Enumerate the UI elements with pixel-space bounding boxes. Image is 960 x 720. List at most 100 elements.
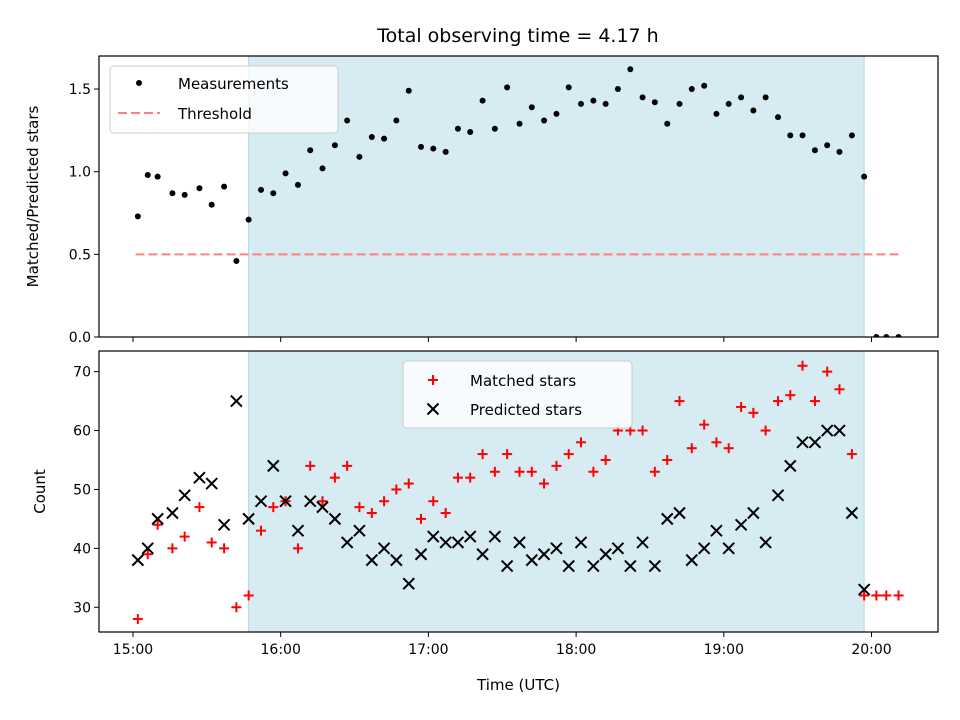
measurement-point <box>319 165 326 172</box>
matched-star-point <box>317 496 328 507</box>
y-tick-label: 0.5 <box>69 247 91 263</box>
cross-b <box>833 424 846 437</box>
cross-b <box>131 553 145 567</box>
cross-b <box>193 471 206 484</box>
matched-star-point <box>391 484 402 495</box>
predicted-star-point <box>845 506 859 520</box>
predicted-star-point <box>439 536 452 549</box>
measurement-point <box>221 183 228 190</box>
y-tick-label: 60 <box>73 424 91 440</box>
y-tick-label: 1.5 <box>69 82 91 98</box>
predicted-star-point <box>599 548 612 561</box>
cross-b <box>784 459 797 473</box>
measurement-point <box>553 110 560 117</box>
cross-b <box>611 542 625 555</box>
predicted-star-point <box>254 495 268 508</box>
measurement-point <box>775 114 782 121</box>
x-tick-label: 17:00 <box>408 642 448 658</box>
matched-star-point <box>194 502 205 513</box>
axes-frame <box>98 55 939 338</box>
matched-star-point <box>428 496 439 507</box>
matched-star-point <box>797 360 808 371</box>
matched-star-point <box>674 396 685 407</box>
axes-frame <box>98 350 939 633</box>
measurement-point <box>651 99 658 106</box>
cross-b <box>525 553 539 567</box>
cross-b <box>500 559 514 573</box>
predicted-star-point <box>193 471 206 484</box>
matched-star-point <box>329 472 340 483</box>
matched-star-point <box>379 496 390 507</box>
measurement-point <box>381 135 388 142</box>
cross-b <box>636 536 649 549</box>
matched-star-point <box>881 590 892 601</box>
measurement-point <box>154 173 161 180</box>
predicted-star-point <box>710 524 723 537</box>
matched-star-point <box>477 449 488 460</box>
measurement-point <box>602 100 609 107</box>
predicted-star-point <box>402 577 415 590</box>
measurement-point <box>861 173 868 180</box>
measurement-point <box>245 216 252 223</box>
cross-b <box>242 512 255 526</box>
predicted-star-point <box>316 500 329 514</box>
predicted-star-point <box>141 542 154 555</box>
predicted-star-point <box>166 506 179 520</box>
predicted-star-point <box>796 436 809 449</box>
predicted-star-point <box>611 542 625 555</box>
matched-star-point <box>354 502 365 513</box>
predicted-star-point <box>734 518 748 531</box>
measurement-point <box>738 94 745 101</box>
measurement-point <box>405 87 412 94</box>
matched-star-point <box>440 508 451 519</box>
predicted-star-point <box>353 524 366 537</box>
cross-b <box>316 500 329 514</box>
predicted-star-point <box>377 542 391 555</box>
measurement-point <box>541 117 548 124</box>
measurement-point <box>418 143 425 150</box>
predicted-star-point <box>808 436 822 449</box>
measurement-point <box>233 257 240 264</box>
cross-b <box>550 542 563 555</box>
measurement-point <box>590 97 597 104</box>
predicted-star-point <box>537 548 551 561</box>
cross-b <box>648 559 662 573</box>
measurement-point <box>270 190 277 197</box>
cross-b <box>279 495 292 508</box>
predicted-star-point <box>833 424 846 437</box>
legend: Matched stars Predicted stars <box>402 360 633 429</box>
measurement-point <box>725 100 732 107</box>
measurement-point <box>491 125 498 132</box>
predicted-star-point <box>574 536 588 549</box>
measurement-point <box>208 201 215 208</box>
measurement-point <box>430 145 437 152</box>
measurement-point <box>627 66 634 73</box>
predicted-star-point <box>205 477 218 490</box>
measurement-point <box>873 334 880 337</box>
measurement-point <box>614 86 621 93</box>
matched-star-point <box>859 590 870 601</box>
measurement-point <box>528 104 535 111</box>
matched-star-point <box>893 590 904 601</box>
measurement-point <box>467 129 474 136</box>
measurement-point <box>811 147 818 154</box>
measurement-point <box>454 125 461 132</box>
cross-b <box>697 542 711 555</box>
measurement-point <box>307 147 314 154</box>
predicted-star-point <box>217 518 231 531</box>
cross-b <box>513 536 526 549</box>
predicted-star-point <box>525 553 539 567</box>
measurement-point <box>442 148 449 155</box>
predicted-star-point <box>451 536 465 549</box>
matched-star-point <box>846 449 857 460</box>
y-axis-title: Matched/Predicted stars <box>24 106 42 288</box>
predicted-star-point <box>291 524 305 537</box>
cross-b <box>377 542 391 555</box>
x-axis-title: Time (UTC) <box>476 676 560 694</box>
matched-star-point <box>292 543 303 554</box>
cross-b <box>151 512 164 526</box>
matched-star-point <box>748 407 759 418</box>
predicted-star-point <box>747 506 760 520</box>
matched-star-point <box>834 384 845 395</box>
